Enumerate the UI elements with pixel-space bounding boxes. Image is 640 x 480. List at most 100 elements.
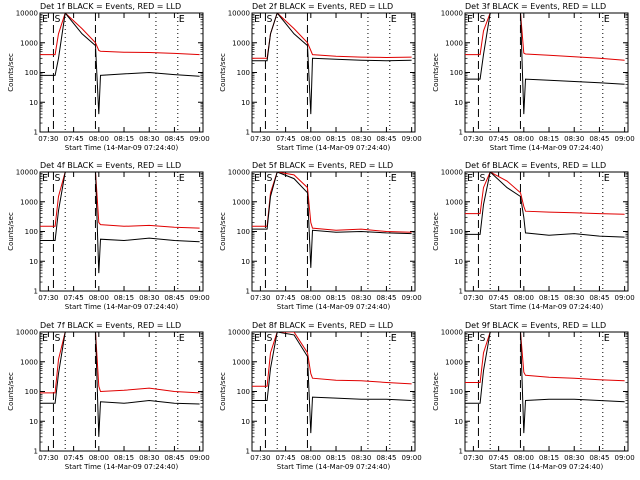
detector-panel: Det 3f BLACK = Events, RED = LLD 1 10 100 10… — [432, 2, 635, 152]
events-series-line — [465, 13, 625, 115]
x-tick-label: 08:00 — [514, 294, 534, 302]
y-tick-label: 10000 — [16, 329, 38, 337]
event-marker: S — [479, 173, 485, 184]
x-tick-label: 07:45 — [276, 454, 296, 462]
y-tick-label: 10000 — [228, 169, 250, 177]
y-tick-label: 1 — [34, 288, 38, 296]
y-tick-label: 1000 — [20, 358, 38, 366]
x-tick-label: 08:00 — [301, 454, 321, 462]
x-tick-label: 07:45 — [489, 135, 509, 143]
events-series-line — [465, 172, 625, 238]
y-tick-label: 10000 — [228, 10, 250, 18]
x-axis-label: Start Time (14-Mar-09 07:24:40) — [490, 463, 604, 471]
x-tick-label: 08:45 — [376, 454, 396, 462]
event-marker: E — [179, 173, 185, 184]
events-series-line — [40, 13, 200, 115]
lld-series-line — [252, 332, 412, 387]
panel-title: Det 9f BLACK = Events, RED = LLD — [465, 321, 606, 330]
y-tick-label: 1000 — [445, 39, 463, 47]
x-tick-label: 08:15 — [539, 454, 559, 462]
detector-panel: Det 6f BLACK = Events, RED = LLD 1 10 100 10… — [432, 161, 635, 311]
event-marker: E — [604, 173, 610, 184]
event-marker: E — [179, 333, 185, 344]
y-tick-label: 100 — [237, 228, 250, 236]
x-tick-label: 08:30 — [564, 454, 584, 462]
y-tick-label: 10 — [241, 418, 250, 426]
y-tick-label: 1 — [34, 448, 38, 456]
y-tick-label: 100 — [237, 69, 250, 77]
plot-frame — [39, 171, 204, 292]
y-tick-label: 1 — [246, 448, 250, 456]
detector-panel: Det 1f BLACK = Events, RED = LLD 1 10 100 10… — [7, 2, 210, 152]
events-series-line — [40, 332, 200, 437]
event-marker: E — [391, 333, 397, 344]
x-axis-label: Start Time (14-Mar-09 07:24:40) — [277, 144, 391, 152]
x-tick-label: 07:45 — [64, 454, 84, 462]
event-marker: E — [179, 14, 185, 25]
x-tick-label: 08:30 — [351, 294, 371, 302]
x-tick-label: 07:45 — [64, 135, 84, 143]
y-axis-label: Counts/sec — [7, 372, 15, 411]
event-marker: E — [42, 333, 48, 344]
y-tick-label: 1000 — [445, 198, 463, 206]
y-tick-label: 10000 — [441, 329, 463, 337]
x-tick-label: 08:45 — [589, 294, 609, 302]
y-tick-label: 1 — [459, 129, 463, 137]
panel-title: Det 3f BLACK = Events, RED = LLD — [465, 2, 606, 11]
panel-title: Det 4f BLACK = Events, RED = LLD — [40, 161, 181, 170]
plot-frame — [464, 171, 629, 292]
x-tick-label: 08:15 — [539, 294, 559, 302]
x-tick-label: 08:00 — [514, 135, 534, 143]
y-tick-label: 10000 — [16, 169, 38, 177]
event-marker: E — [254, 14, 260, 25]
y-axis-label: Counts/sec — [432, 372, 440, 411]
y-tick-label: 1 — [459, 288, 463, 296]
x-tick-label: 09:00 — [190, 454, 210, 462]
x-tick-label: 08:45 — [589, 135, 609, 143]
y-axis-label: Counts/sec — [7, 212, 15, 251]
y-tick-label: 1 — [34, 129, 38, 137]
x-tick-label: 08:00 — [89, 454, 109, 462]
detector-panel: Det 9f BLACK = Events, RED = LLD 1 10 100 10… — [432, 321, 635, 471]
y-tick-label: 10 — [454, 99, 463, 107]
y-tick-label: 100 — [450, 388, 463, 396]
x-axis-label: Start Time (14-Mar-09 07:24:40) — [277, 463, 391, 471]
x-tick-label: 08:00 — [89, 135, 109, 143]
plot-frame — [251, 331, 416, 452]
x-tick-label: 07:30 — [463, 454, 483, 462]
x-axis-label: Start Time (14-Mar-09 07:24:40) — [490, 144, 604, 152]
event-marker: E — [391, 173, 397, 184]
x-tick-label: 08:30 — [139, 135, 159, 143]
x-tick-label: 07:45 — [489, 454, 509, 462]
y-axis-label: Counts/sec — [219, 372, 227, 411]
x-tick-label: 07:30 — [250, 135, 270, 143]
lld-series-line — [40, 172, 200, 229]
x-tick-label: 09:00 — [615, 135, 635, 143]
y-tick-label: 1 — [246, 288, 250, 296]
event-marker: S — [479, 333, 485, 344]
event-marker: E — [42, 173, 48, 184]
y-tick-label: 10000 — [16, 10, 38, 18]
y-tick-label: 10000 — [441, 10, 463, 18]
x-tick-label: 07:45 — [489, 294, 509, 302]
event-marker: E — [254, 333, 260, 344]
y-tick-label: 1000 — [232, 198, 250, 206]
y-tick-label: 10 — [29, 418, 38, 426]
event-marker: E — [604, 14, 610, 25]
x-axis-label: Start Time (14-Mar-09 07:24:40) — [65, 463, 179, 471]
y-tick-label: 100 — [25, 388, 38, 396]
x-axis-label: Start Time (14-Mar-09 07:24:40) — [490, 303, 604, 311]
event-marker: E — [42, 14, 48, 25]
x-tick-label: 07:30 — [250, 454, 270, 462]
y-tick-label: 10 — [29, 99, 38, 107]
x-tick-label: 09:00 — [402, 294, 422, 302]
y-tick-label: 1000 — [232, 358, 250, 366]
y-axis-label: Counts/sec — [7, 53, 15, 92]
y-tick-label: 100 — [25, 228, 38, 236]
y-tick-label: 10 — [241, 258, 250, 266]
x-tick-label: 07:30 — [463, 135, 483, 143]
y-tick-label: 1 — [246, 129, 250, 137]
y-tick-label: 10 — [29, 258, 38, 266]
y-tick-label: 1000 — [20, 39, 38, 47]
lld-series-line — [465, 13, 625, 61]
